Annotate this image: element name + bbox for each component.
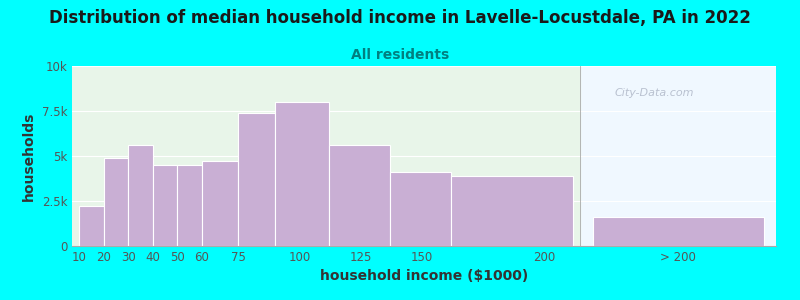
- Bar: [390, 172, 451, 246]
- Bar: [451, 176, 573, 246]
- X-axis label: household income ($1000): household income ($1000): [320, 269, 528, 284]
- Text: Distribution of median household income in Lavelle-Locustdale, PA in 2022: Distribution of median household income …: [49, 9, 751, 27]
- Bar: [329, 145, 390, 246]
- Bar: [593, 217, 764, 246]
- Bar: [104, 158, 128, 246]
- Bar: [202, 161, 238, 246]
- Bar: [275, 102, 329, 246]
- Bar: [238, 113, 275, 246]
- Y-axis label: households: households: [22, 111, 36, 201]
- Text: City-Data.com: City-Data.com: [614, 88, 694, 98]
- Bar: [79, 206, 104, 246]
- Bar: [128, 145, 153, 246]
- Text: All residents: All residents: [351, 48, 449, 62]
- Bar: [153, 165, 177, 246]
- Bar: [177, 165, 202, 246]
- Bar: [72, 66, 581, 246]
